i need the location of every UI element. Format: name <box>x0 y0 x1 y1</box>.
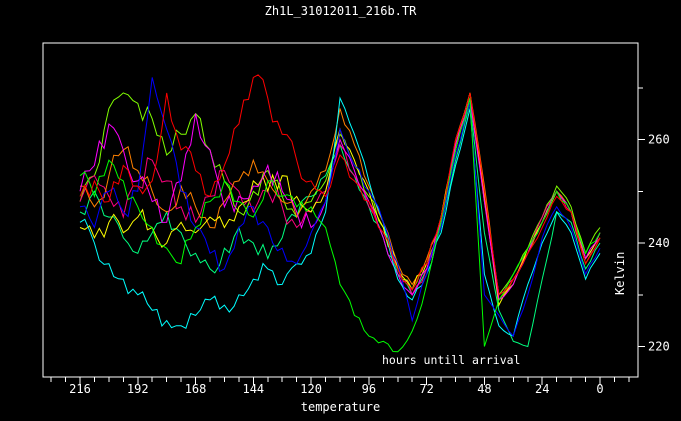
x-tick-label: 0 <box>596 382 603 396</box>
x-tick-label: 168 <box>185 382 207 396</box>
x-tick-label: 96 <box>362 382 376 396</box>
series-line-member-magenta <box>79 97 601 301</box>
x-tick-label: 72 <box>419 382 433 396</box>
series-line-member-orange <box>79 92 601 302</box>
x-tick-label: 24 <box>535 382 549 396</box>
series-line-member-yellow <box>79 92 601 307</box>
series-line-member-blue <box>79 77 601 338</box>
series-line-member-red <box>79 74 601 296</box>
chart-title: Zh1L_31012011_216b.TR <box>264 4 417 18</box>
x-axis-title: temperature <box>300 400 381 414</box>
x-tick-label: 144 <box>242 382 264 396</box>
y-tick-label: 260 <box>648 133 670 147</box>
x-tick-label: 48 <box>477 382 491 396</box>
y-tick-label: 240 <box>648 236 670 250</box>
x-tick-label: 192 <box>127 382 149 396</box>
x-tick-label: 120 <box>300 382 322 396</box>
x-tick-label: 216 <box>69 382 91 396</box>
series-line-member-green <box>79 97 601 353</box>
y-tick-label: 220 <box>648 340 670 354</box>
plot-annotation: hours untill arrival <box>382 353 521 367</box>
